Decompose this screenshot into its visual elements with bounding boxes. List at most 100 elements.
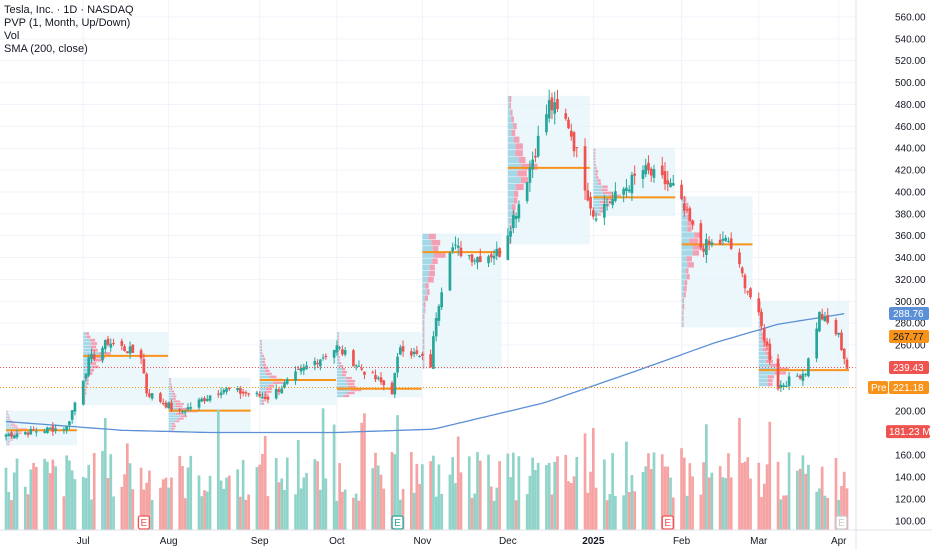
candle — [338, 345, 341, 351]
volume-bar — [48, 473, 52, 530]
candle — [274, 384, 278, 400]
volume-bar — [517, 456, 521, 530]
volume-bar — [203, 490, 206, 530]
volume-bar — [335, 500, 339, 530]
candle — [762, 324, 766, 347]
volume-bar — [390, 452, 394, 530]
volume-bar — [239, 496, 242, 530]
candle — [705, 233, 708, 264]
candle — [743, 273, 747, 294]
candle — [489, 251, 493, 263]
candle — [4, 433, 8, 441]
earnings-marker[interactable]: E — [661, 515, 674, 530]
volume-bar — [702, 462, 705, 530]
earnings-marker[interactable]: E — [137, 515, 151, 530]
candle — [321, 353, 325, 361]
earnings-marker[interactable]: E — [391, 515, 404, 530]
earnings-marker-label: E — [664, 518, 671, 529]
volume-bar — [688, 463, 692, 530]
volume-bar — [525, 494, 529, 530]
x-tick-label: Aug — [160, 536, 178, 547]
x-tick-label: Jul — [77, 536, 90, 547]
volume-bar — [586, 492, 590, 530]
price-tick-label: 480.00 — [895, 100, 926, 111]
volume-bar — [680, 448, 683, 530]
candle — [680, 180, 683, 201]
volume-bar — [801, 455, 805, 530]
volume-bar — [167, 487, 171, 530]
legend-volume[interactable]: Vol — [4, 30, 20, 42]
candle — [834, 317, 838, 337]
volume-bar — [641, 472, 645, 530]
x-tick-label: 2025 — [582, 536, 605, 547]
volume-bar — [740, 462, 744, 530]
candle — [128, 341, 132, 359]
candle — [354, 364, 358, 371]
x-tick-label: Feb — [673, 536, 691, 547]
candle — [239, 385, 242, 399]
volume-bar — [569, 483, 573, 530]
candle — [68, 420, 71, 430]
volume-bar — [572, 476, 576, 530]
legend-sma[interactable]: SMA (200, close) — [4, 43, 88, 55]
x-tick-label: Sep — [251, 536, 269, 547]
candle — [682, 195, 686, 218]
volume-bar — [451, 457, 455, 530]
volume-bar — [421, 464, 424, 530]
earnings-marker[interactable]: E — [835, 515, 848, 530]
candle — [434, 312, 438, 342]
legend-title[interactable]: Tesla, Inc. · 1D · NASDAQ — [4, 4, 134, 16]
candle — [498, 247, 501, 258]
candle — [29, 425, 33, 435]
candle — [512, 209, 515, 234]
volume-bar — [274, 458, 278, 530]
candle — [492, 249, 496, 265]
volume-bar — [296, 439, 300, 530]
candle — [81, 380, 85, 406]
volume-bar — [633, 491, 637, 530]
volume-bar — [727, 453, 730, 530]
poc-price-tag: 267.77 — [889, 330, 929, 344]
candle — [605, 198, 609, 211]
volume-bar — [357, 500, 361, 530]
candle — [219, 387, 223, 399]
candle — [371, 370, 375, 374]
volume-bar — [197, 475, 201, 530]
candle — [208, 394, 212, 403]
candle — [341, 345, 344, 356]
volume-bar — [782, 495, 785, 530]
volume-bar — [255, 467, 259, 530]
candle — [296, 365, 300, 370]
candle — [514, 212, 518, 229]
volume-bar — [509, 477, 512, 530]
price-tick-label: 340.00 — [895, 253, 926, 264]
candle — [145, 372, 148, 397]
volume-bar — [459, 472, 463, 530]
candle — [547, 89, 551, 123]
volume-bar — [225, 477, 228, 530]
candle — [263, 391, 267, 402]
candle — [534, 148, 537, 163]
candle — [586, 182, 590, 202]
candle — [186, 403, 190, 412]
candle — [727, 237, 730, 243]
legend-pvp[interactable]: PVP (1, Month, Up/Down) — [4, 17, 131, 29]
candle — [432, 331, 435, 370]
candle — [818, 311, 821, 333]
candle — [170, 399, 173, 413]
volume-bar — [605, 500, 609, 530]
volume-bar — [649, 469, 653, 530]
volume-bar — [65, 455, 69, 530]
volume-bar — [556, 456, 559, 530]
volume-bar — [478, 460, 482, 530]
volume-bar — [495, 487, 499, 530]
volume-bar — [32, 462, 35, 530]
chart-legend: Tesla, Inc. · 1D · NASDAQ PVP (1, Month,… — [4, 4, 134, 56]
volume-bar — [54, 466, 57, 530]
x-tick-label: Dec — [499, 536, 517, 547]
volume-bar — [379, 474, 383, 530]
volume-bar — [261, 453, 264, 530]
